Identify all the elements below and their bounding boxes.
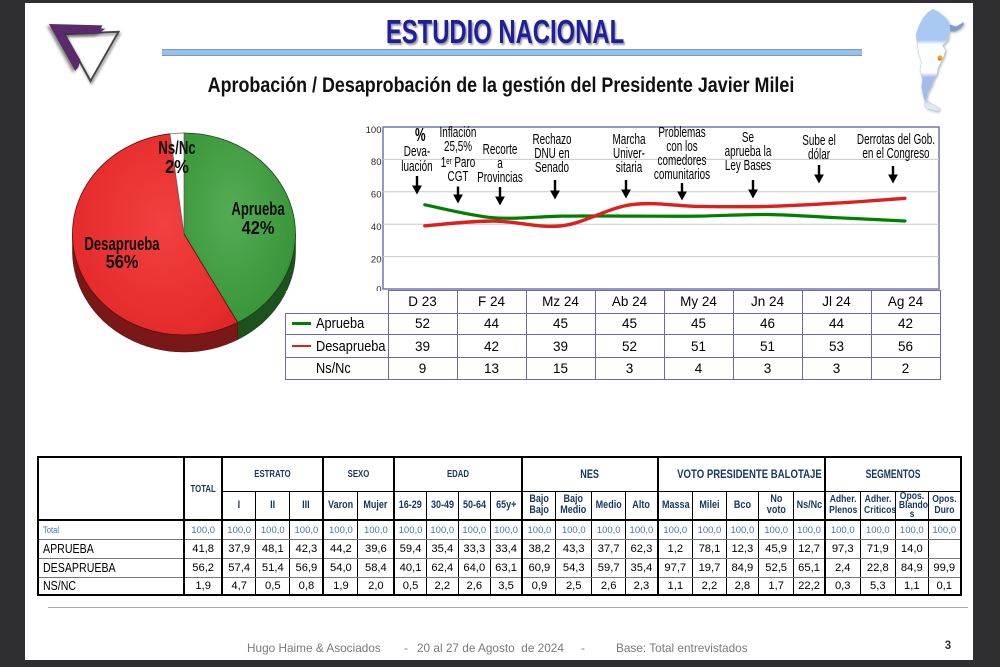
svg-text:0: 0 [376,285,381,296]
svg-text:60: 60 [371,190,382,201]
svg-text:100: 100 [366,125,382,136]
svg-text:80: 80 [371,157,382,168]
svg-text:40: 40 [371,222,382,233]
svg-text:20: 20 [371,254,382,265]
